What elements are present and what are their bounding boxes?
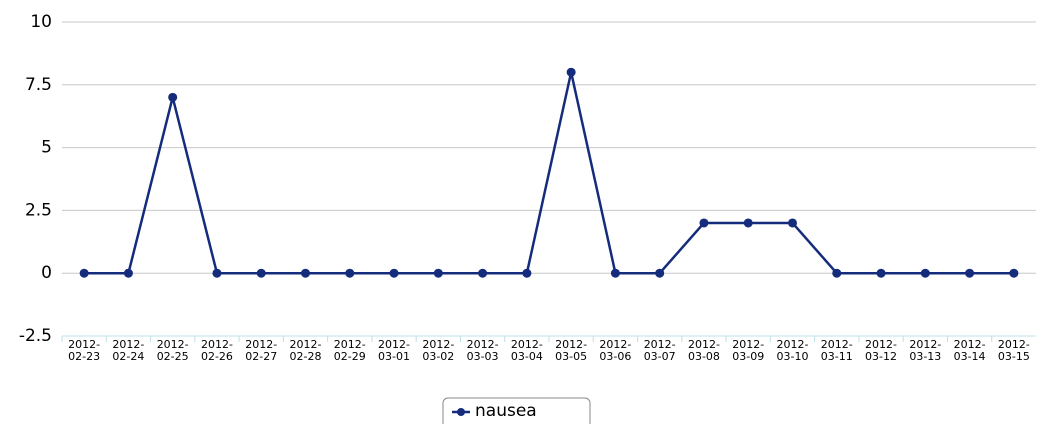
point [876, 268, 886, 278]
x-tick-label: 2012-03-14 [954, 338, 986, 363]
point [920, 268, 930, 278]
point [433, 268, 443, 278]
x-tick-label: 2012-03-02 [422, 338, 454, 363]
point [832, 268, 842, 278]
x-tick-label: 2012-03-10 [777, 338, 809, 363]
legend-box [442, 397, 591, 424]
x-tick-label: 2012-03-05 [555, 338, 587, 363]
x-tick-label: 2012-03-06 [599, 338, 631, 363]
y-tick-label: 7.5 [25, 75, 52, 95]
x-tick-label: 2012-03-07 [644, 338, 676, 363]
x-tick-label: 2012-02-23 [68, 338, 100, 363]
line [84, 70, 1014, 275]
x-tick-label: 2012-02-24 [112, 338, 144, 363]
x-tick-label: 2012-02-29 [334, 338, 366, 363]
x-tick-label: 2012-03-11 [821, 338, 853, 363]
point [256, 268, 266, 278]
x-tick-label: 2012-02-25 [157, 338, 189, 363]
point [788, 218, 797, 228]
point [566, 67, 576, 77]
x-tick-label: 2012-02-27 [245, 338, 277, 363]
y-tick-label: 10 [30, 12, 52, 32]
point [522, 268, 532, 278]
legend-marker [457, 408, 465, 416]
legend-label: nausea [475, 401, 537, 421]
x-tick-label: 2012-03-13 [909, 338, 941, 363]
x-tick-label: 2012-03-03 [467, 338, 499, 363]
point [123, 268, 133, 278]
point [743, 218, 753, 228]
x-tick-label: 2012-02-28 [290, 338, 322, 363]
y-tick-label: 5 [41, 138, 52, 158]
point [212, 268, 222, 278]
x-tick-label: 2012-03-12 [865, 338, 897, 363]
point [301, 268, 310, 278]
y-tick-label: 0 [41, 263, 52, 283]
point [610, 268, 620, 278]
point [1009, 268, 1019, 278]
y-tick-label: -2.5 [19, 326, 52, 346]
point [389, 268, 399, 278]
point [965, 268, 975, 278]
point [345, 268, 355, 278]
point [655, 268, 665, 278]
y-tick-label: 2.5 [25, 200, 52, 220]
x-tick-label: 2012-02-26 [201, 338, 233, 363]
x-tick-label: 2012-03-15 [998, 338, 1030, 363]
x-tick-label: 2012-03-09 [732, 338, 764, 363]
point [79, 268, 89, 278]
point [478, 268, 488, 278]
x-tick-label: 2012-03-01 [378, 338, 410, 363]
point [699, 218, 709, 228]
x-tick-label: 2012-03-04 [511, 338, 543, 363]
x-tick-label: 2012-03-08 [688, 338, 720, 363]
point [168, 92, 178, 102]
